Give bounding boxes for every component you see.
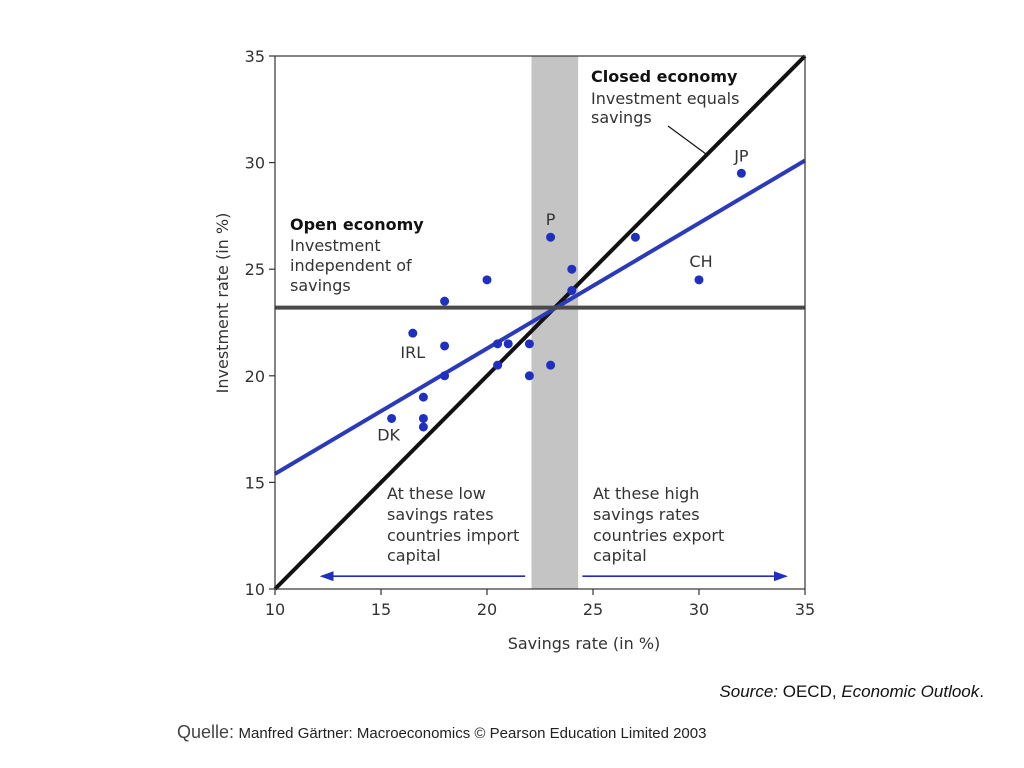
- data-point: [418, 392, 428, 402]
- y-tick-label: 35: [245, 47, 265, 66]
- source-publication: Economic Outlook: [841, 682, 980, 701]
- closed-economy-title: Closed economy: [591, 67, 738, 86]
- y-tick-label: 20: [245, 367, 265, 386]
- source-line: Source: OECD, Economic Outlook.: [719, 682, 984, 702]
- data-point: [493, 360, 503, 370]
- point-label: P: [546, 210, 556, 229]
- x-tick-label: 15: [371, 600, 391, 619]
- source-label: Source:: [719, 682, 779, 701]
- low-savings-line1: At these low: [387, 484, 486, 503]
- point-label: DK: [377, 425, 400, 444]
- data-point: [630, 232, 640, 242]
- data-point: [408, 328, 418, 338]
- low-savings-line2: savings rates: [387, 505, 494, 524]
- regression-line: [273, 158, 807, 476]
- data-point: [546, 232, 556, 242]
- data-point: [546, 360, 556, 370]
- data-point: [418, 422, 428, 432]
- scatter-chart: 10 15 20 25 30 35 10 15 20 25 30 35 Savings rate (i…: [213, 47, 815, 653]
- closed-economy-line: [273, 54, 807, 591]
- closed-economy-line2: savings: [591, 108, 652, 127]
- high-savings-line3: countries export: [593, 526, 724, 545]
- data-point: [567, 286, 577, 296]
- data-point: [694, 275, 704, 285]
- y-tick-label: 30: [245, 154, 265, 173]
- open-economy-line2: independent of: [290, 256, 412, 275]
- x-tick-label: 30: [689, 600, 709, 619]
- credit-text: Manfred Gärtner: Macroeconomics © Pearso…: [238, 725, 707, 742]
- x-tick-label: 35: [795, 600, 815, 619]
- data-point: [567, 264, 577, 274]
- high-savings-line2: savings rates: [593, 505, 700, 524]
- low-savings-line3: countries import: [387, 526, 519, 545]
- high-savings-line1: At these high: [593, 484, 699, 503]
- open-economy-line1: Investment: [290, 236, 381, 255]
- point-label: CH: [689, 252, 712, 271]
- source-org: OECD,: [782, 682, 842, 701]
- x-tick-label: 10: [265, 600, 285, 619]
- data-point: [440, 296, 450, 306]
- data-point: [524, 339, 534, 349]
- data-point: [387, 413, 397, 423]
- closed-economy-line1: Investment equals: [591, 89, 739, 108]
- data-point: [524, 371, 534, 381]
- data-point: [418, 413, 428, 423]
- point-label: IRL: [400, 343, 425, 362]
- data-point: [482, 275, 492, 285]
- data-point: [440, 371, 450, 381]
- data-point: [440, 341, 450, 351]
- open-economy-line3: savings: [290, 276, 351, 295]
- x-tick-label: 25: [583, 600, 603, 619]
- data-point: [493, 339, 503, 349]
- high-savings-line4: capital: [593, 546, 647, 565]
- data-point: [736, 168, 746, 178]
- low-savings-line4: capital: [387, 546, 441, 565]
- credit-line: Quelle: Manfred Gärtner: Macroeconomics …: [177, 722, 706, 743]
- x-axis-title: Savings rate (in %): [508, 634, 661, 653]
- open-economy-title: Open economy: [290, 215, 424, 234]
- plot-frame: [274, 55, 806, 590]
- x-tick-label: 20: [477, 600, 497, 619]
- closed-economy-leader: [667, 125, 707, 155]
- y-tick-label: 25: [245, 260, 265, 279]
- y-tick-label: 15: [245, 473, 265, 492]
- y-tick-label: 10: [245, 580, 265, 599]
- data-point: [503, 339, 513, 349]
- source-end: .: [979, 682, 984, 701]
- point-label: JP: [733, 146, 749, 165]
- y-axis-title: Investment rate (in %): [213, 213, 232, 394]
- credit-prefix: Quelle:: [177, 722, 235, 742]
